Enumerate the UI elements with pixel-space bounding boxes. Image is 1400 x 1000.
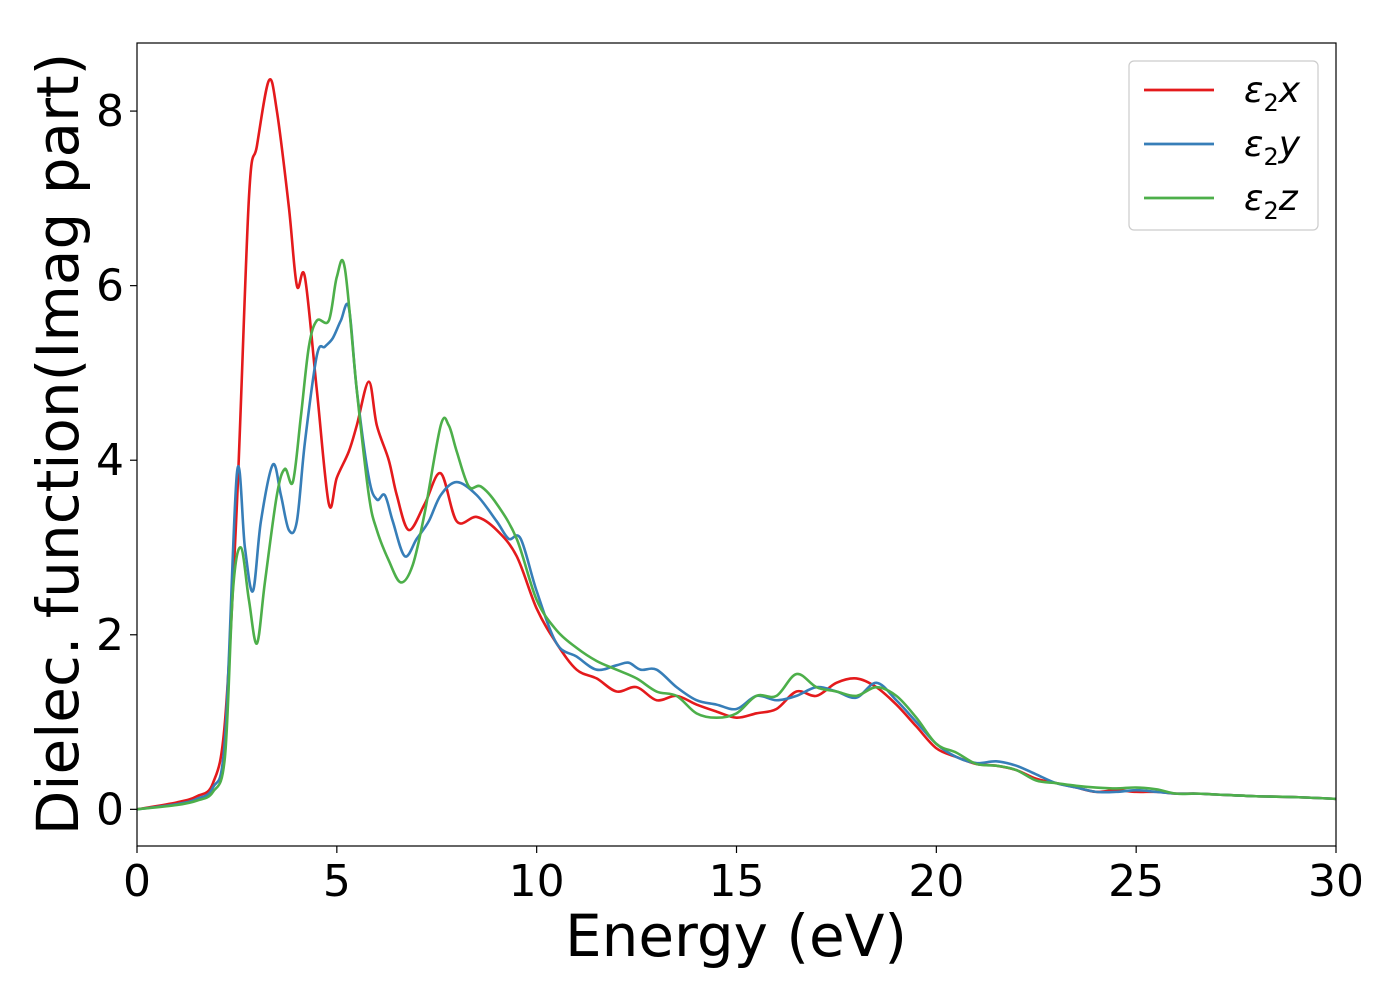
x-tick-label: 10 — [509, 856, 565, 907]
y-tick-label: 4 — [96, 435, 124, 486]
y-tick-label: 8 — [96, 86, 124, 137]
x-tick-label: 25 — [1108, 856, 1164, 907]
x-tick-label: 5 — [323, 856, 351, 907]
x-tick-label: 30 — [1308, 856, 1364, 907]
y-tick-label: 0 — [96, 784, 124, 835]
plot-lines — [136, 78, 1337, 811]
legend: ε2x ε2y ε2z — [1128, 60, 1319, 231]
legend-label-z: ε2z — [1244, 178, 1299, 225]
x-tick-label: 20 — [908, 856, 964, 907]
y-tick-label: 2 — [96, 610, 124, 661]
legend-box — [1128, 60, 1319, 231]
series-line-y — [136, 302, 1337, 811]
legend-label-x: ε2x — [1244, 70, 1301, 117]
y-axis-title: Dielec. function(Imag part) — [24, 53, 92, 836]
x-axis-title: Energy (eV) — [565, 902, 907, 970]
x-tick-label: 15 — [709, 856, 765, 907]
y-axis: 0 2 4 6 8 — [96, 86, 137, 835]
legend-label-y: ε2y — [1244, 124, 1301, 171]
x-tick-label: 0 — [123, 856, 151, 907]
series-line-z — [136, 259, 1337, 811]
y-tick-label: 6 — [96, 261, 124, 312]
x-axis: 0 5 10 15 20 25 30 — [123, 846, 1364, 907]
